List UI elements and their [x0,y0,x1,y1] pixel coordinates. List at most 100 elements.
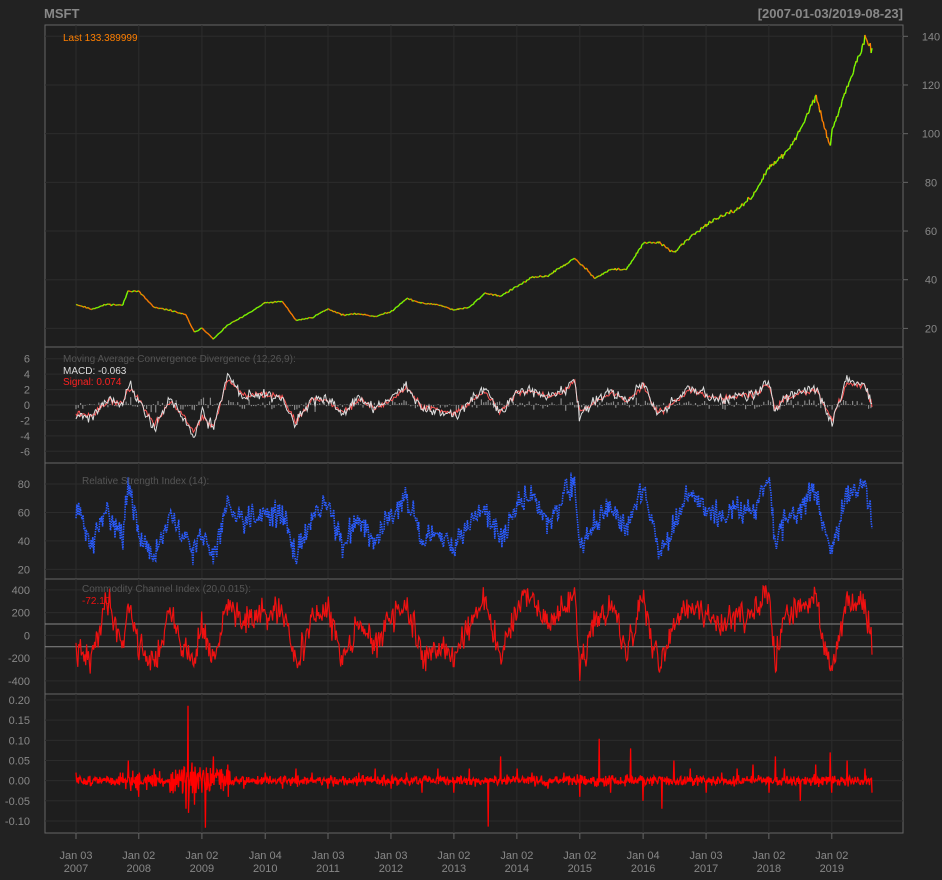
price-segment [822,120,824,123]
macd-title: Moving Average Convergence Divergence (1… [63,354,296,365]
price-segment [99,305,102,308]
x-tick-year: 2014 [505,863,529,875]
price-segment [443,306,446,308]
price-segment [833,121,836,126]
price-segment [295,318,298,322]
price-segment [796,133,799,137]
price-segment [345,313,348,316]
price-segment [344,314,347,317]
rsi-ytick-label: 60 [18,507,30,519]
price-segment [470,304,473,307]
price-last-label: Last 133.389999 [63,33,138,44]
price-segment [186,316,189,319]
price-segment [502,293,505,296]
price-segment [227,323,230,326]
price-segment [831,127,834,129]
price-segment [240,316,242,319]
price-segment [312,316,315,319]
price-ytick-label: 80 [925,177,937,189]
price-segment [667,248,670,251]
price-segment [680,243,683,247]
price-segment [147,300,150,303]
x-tick-label: Jan 04 [249,850,282,862]
price-segment [148,301,150,304]
x-tick-year: 2010 [253,863,277,875]
price-segment [205,331,208,334]
price-segment [798,128,801,133]
price-segment [584,267,587,270]
price-segment [766,168,768,171]
price-segment [427,302,429,305]
price-segment [81,305,84,308]
price-segment [258,305,261,308]
price-segment [241,316,243,319]
price-segment [581,264,584,267]
price-segment [741,203,744,205]
price-segment [763,173,766,176]
price-segment [290,313,293,315]
price-segment [451,308,454,311]
cci-line [75,584,873,681]
price-segment [665,246,668,249]
price-segment [789,145,792,150]
price-segment [293,316,296,320]
price-segment [149,302,152,305]
price-segment [663,244,666,247]
price-ytick-label: 40 [925,275,937,287]
price-segment [145,298,148,301]
price-segment [736,207,739,209]
price-segment [261,303,264,306]
price-segment [294,318,296,321]
price-segment [134,289,136,292]
price-segment [690,233,693,237]
price-segment [379,313,382,316]
price-segment [512,286,515,289]
price-segment [799,127,802,130]
price-segment [495,293,498,297]
price-segment [870,48,873,54]
price-segment [141,294,144,297]
price-segment [751,196,754,199]
price-segment [721,215,724,218]
price-segment [139,291,142,294]
price-segment [203,329,205,331]
price-segment [604,271,606,274]
price-segment [801,124,804,127]
cci-panel: -400 -200 0 200 400 [8,578,904,695]
price-segment [633,256,636,259]
price-segment [396,305,399,308]
price-segment [666,247,668,249]
price-segment [829,137,832,146]
price-segment [367,314,370,317]
price-segment [186,317,190,321]
price-segment [866,42,870,46]
cci-value-label: -72.10 [82,596,111,607]
price-segment [233,320,236,323]
price-segment [224,326,227,329]
price-segment [758,182,762,186]
x-tick-label: Jan 02 [122,850,155,862]
price-segment [242,315,245,318]
price-segment [624,268,627,271]
price-segment [618,268,621,271]
price-segment [549,273,552,276]
price-segment [776,160,778,163]
panels: 20406080100120140-6-4-2024620406080-400-… [5,24,940,834]
price-segment [860,45,863,53]
price-segment [428,302,430,305]
cci-ytick-label: 200 [12,608,30,620]
price-segment [568,260,571,263]
price-segment [355,313,358,316]
price-segment [218,331,221,334]
price-segment [150,303,153,306]
price-segment [599,274,602,277]
price-ytick-label: 140 [922,31,940,43]
cci-ytick-label: 400 [12,585,30,597]
price-segment [803,121,806,124]
price-segment [504,291,507,294]
returns-ytick-label: -0.10 [5,816,30,828]
price-segment [575,259,578,262]
price-segment [314,314,317,317]
price-segment [445,306,448,309]
price-segment [405,297,408,300]
